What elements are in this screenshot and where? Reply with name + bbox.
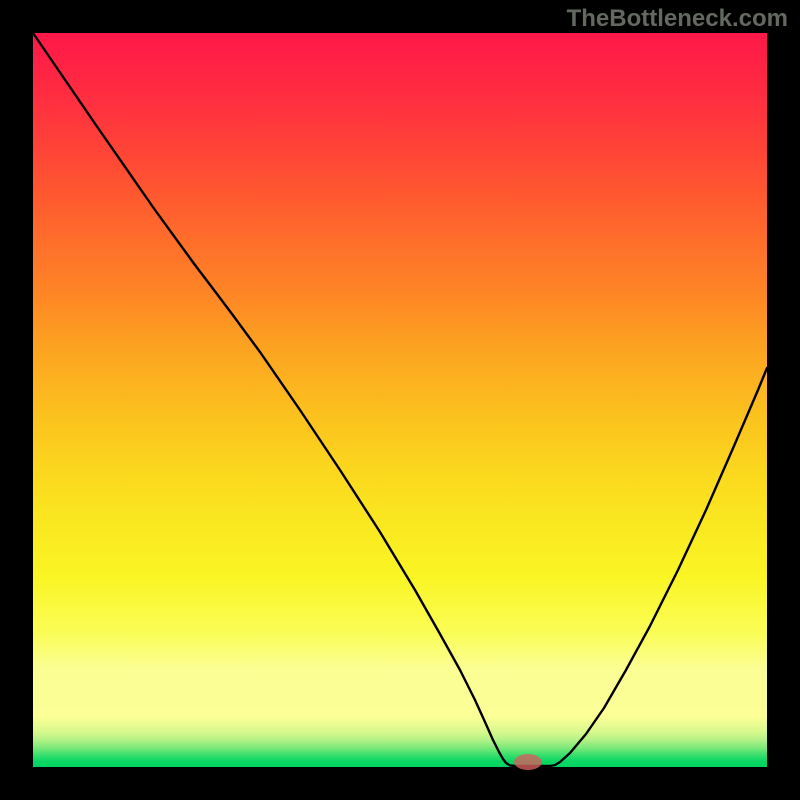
gradient-plot-area	[33, 33, 767, 767]
optimal-point-marker	[514, 754, 542, 770]
watermark-text: TheBottleneck.com	[567, 5, 788, 32]
